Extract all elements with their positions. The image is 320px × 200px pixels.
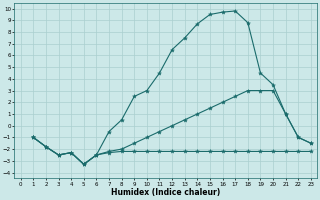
X-axis label: Humidex (Indice chaleur): Humidex (Indice chaleur) xyxy=(111,188,220,197)
